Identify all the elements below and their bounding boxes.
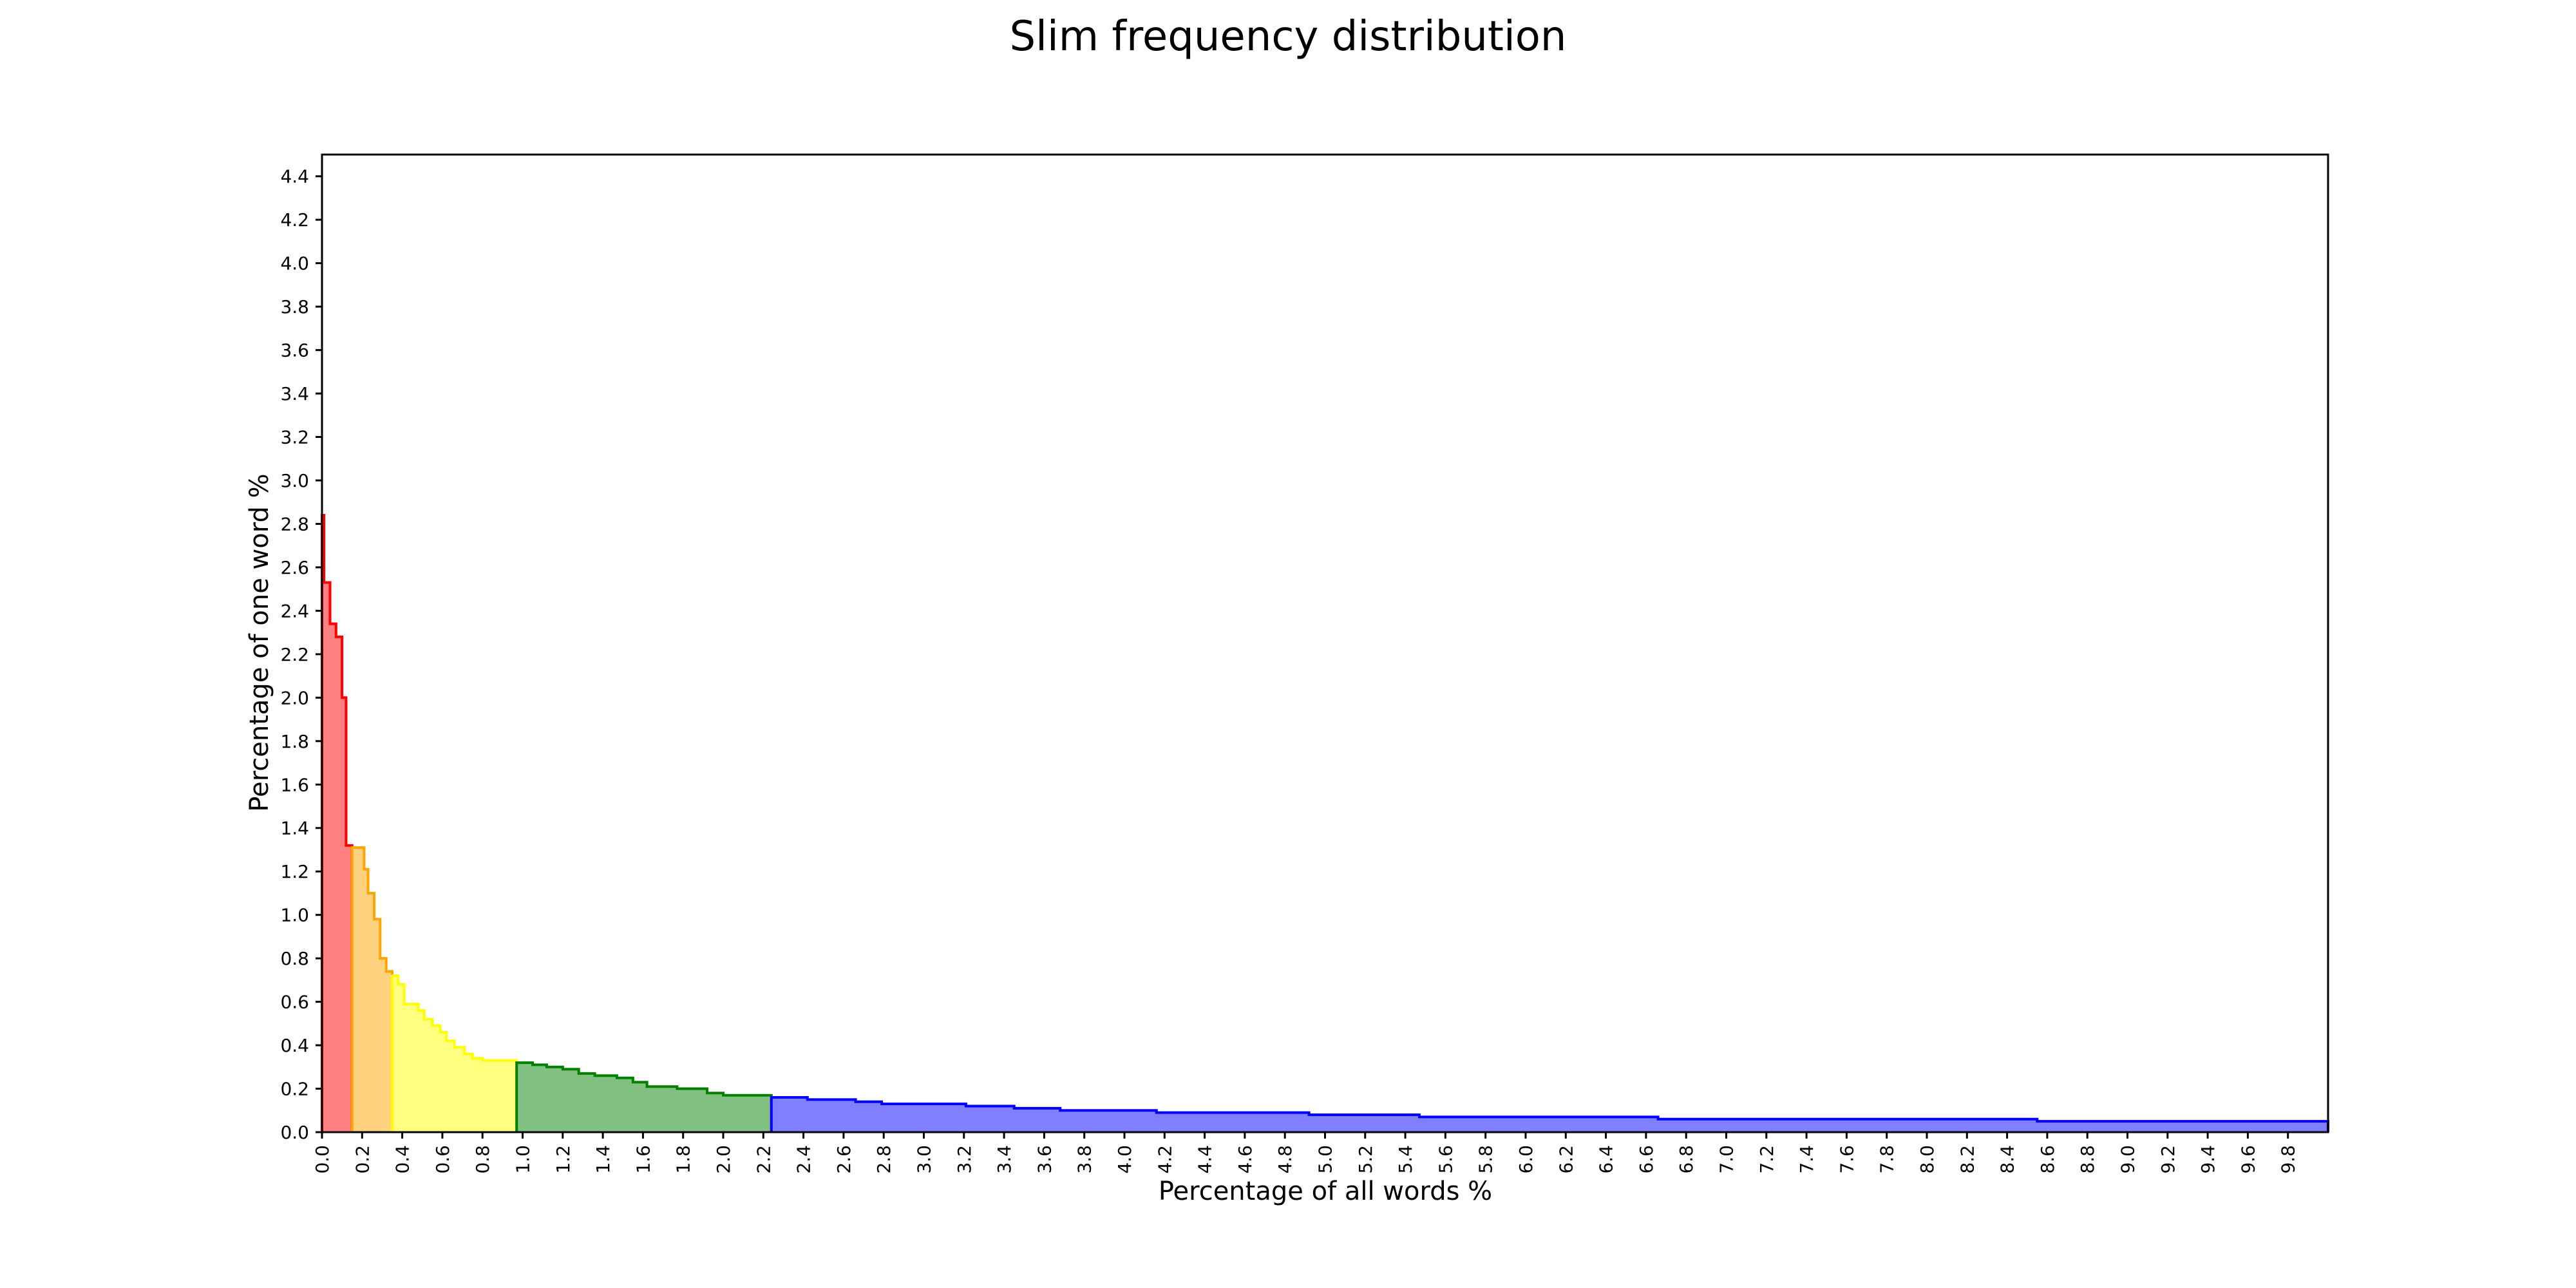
x-tick-label: 0.2 — [352, 1145, 373, 1174]
x-tick-label: 6.4 — [1596, 1145, 1617, 1174]
y-tick-label: 3.2 — [280, 427, 309, 448]
x-tick-label: 8.4 — [1997, 1145, 2018, 1174]
x-tick-label: 9.4 — [2197, 1145, 2219, 1174]
y-tick-label: 2.4 — [280, 600, 309, 621]
x-tick-label: 0.0 — [312, 1145, 333, 1174]
x-tick-label: 2.0 — [713, 1145, 734, 1174]
x-tick-label: 5.4 — [1395, 1145, 1416, 1174]
x-tick-label: 4.2 — [1154, 1145, 1175, 1174]
x-tick-label: 5.0 — [1315, 1145, 1336, 1174]
x-tick-label: 2.8 — [873, 1145, 895, 1174]
x-tick-label: 0.4 — [392, 1145, 413, 1174]
x-tick-label: 8.0 — [1917, 1145, 1938, 1174]
y-tick-label: 0.0 — [280, 1122, 309, 1143]
x-tick-label: 7.2 — [1756, 1145, 1777, 1174]
x-tick-label: 5.6 — [1435, 1145, 1456, 1174]
x-tick-label: 3.6 — [1034, 1145, 1055, 1174]
x-tick-label: 3.2 — [954, 1145, 975, 1174]
series-3-area — [516, 1063, 772, 1132]
x-tick-label: 1.0 — [513, 1145, 534, 1174]
chart-title: Slim frequency distribution — [1010, 13, 1567, 61]
y-tick-label: 0.8 — [280, 948, 309, 969]
x-tick-label: 4.8 — [1274, 1145, 1296, 1174]
x-tick-label: 1.2 — [553, 1145, 574, 1174]
y-tick-label: 4.4 — [280, 166, 309, 187]
x-tick-label: 7.0 — [1716, 1145, 1738, 1174]
y-tick-label: 2.0 — [280, 687, 309, 708]
x-axis-ticks: 0.0 0.2 0.4 0.6 0.8 1.0 1.2 1.4 1.6 1.8 2.0 2.2 2.4 2… — [312, 1132, 2299, 1174]
series-1-step-line — [350, 846, 393, 1132]
y-tick-label: 0.2 — [280, 1079, 309, 1100]
x-tick-label: 8.2 — [1956, 1145, 1978, 1174]
x-tick-label: 6.0 — [1515, 1145, 1537, 1174]
x-tick-label: 1.8 — [673, 1145, 694, 1174]
x-tick-label: 4.4 — [1195, 1145, 1216, 1174]
y-tick-label: 1.4 — [280, 818, 309, 839]
x-tick-label: 0.8 — [472, 1145, 493, 1174]
plot-frame — [321, 153, 2329, 1133]
y-axis-ticks: 0.0 0.2 0.4 0.6 0.8 1.0 1.2 1.4 1.6 1.8 2.0 2.2 2.4 2… — [280, 166, 322, 1143]
series-2-step-line — [391, 974, 518, 1132]
y-tick-label: 2.6 — [280, 557, 309, 578]
y-tick-label: 3.4 — [280, 383, 309, 404]
y-tick-label: 0.6 — [280, 992, 309, 1013]
x-tick-label: 9.0 — [2117, 1145, 2139, 1174]
y-tick-label: 1.8 — [280, 731, 309, 752]
x-tick-label: 7.4 — [1796, 1145, 1817, 1174]
series-steps-group — [321, 514, 2329, 1132]
x-tick-label: 1.4 — [592, 1145, 614, 1174]
series-3-step-line — [515, 1061, 773, 1132]
y-tick-label: 0.4 — [280, 1035, 309, 1056]
x-axis-label: Percentage of all words % — [1159, 1177, 1492, 1206]
y-tick-label: 1.0 — [280, 905, 309, 926]
y-tick-label: 4.2 — [280, 209, 309, 231]
x-tick-label: 6.2 — [1555, 1145, 1577, 1174]
x-tick-label: 5.8 — [1475, 1145, 1497, 1174]
y-tick-label: 1.2 — [280, 861, 309, 882]
x-tick-label: 2.4 — [793, 1145, 815, 1174]
x-tick-label: 7.8 — [1877, 1145, 1898, 1174]
y-tick-label: 4.0 — [280, 253, 309, 274]
x-tick-label: 2.2 — [753, 1145, 774, 1174]
y-tick-label: 3.8 — [280, 296, 309, 317]
y-tick-label: 1.6 — [280, 774, 309, 795]
y-tick-label: 3.0 — [280, 470, 309, 491]
x-tick-label: 9.2 — [2157, 1145, 2179, 1174]
x-tick-label: 4.0 — [1114, 1145, 1135, 1174]
x-tick-label: 7.6 — [1836, 1145, 1857, 1174]
y-axis-label: Percentage of one word % — [245, 473, 274, 811]
x-tick-label: 4.6 — [1235, 1145, 1256, 1174]
x-tick-label: 6.6 — [1636, 1145, 1657, 1174]
series-4-step-line — [770, 1096, 2329, 1132]
x-tick-label: 5.2 — [1355, 1145, 1376, 1174]
x-tick-label: 2.6 — [833, 1145, 855, 1174]
series-1-area — [352, 848, 392, 1132]
y-tick-label: 2.2 — [280, 644, 309, 665]
x-tick-label: 3.4 — [994, 1145, 1015, 1174]
x-tick-label: 3.8 — [1074, 1145, 1095, 1174]
y-tick-label: 3.6 — [280, 340, 309, 361]
x-tick-label: 9.8 — [2278, 1145, 2299, 1174]
x-tick-label: 0.6 — [432, 1145, 453, 1174]
series-2-area — [392, 976, 517, 1132]
x-tick-label: 1.6 — [632, 1145, 654, 1174]
y-tick-label: 2.8 — [280, 513, 309, 535]
x-tick-label: 6.8 — [1676, 1145, 1697, 1174]
series-0-area — [322, 515, 352, 1132]
x-tick-label: 8.6 — [2037, 1145, 2058, 1174]
series-4-area — [771, 1097, 2328, 1132]
x-tick-label: 9.6 — [2237, 1145, 2259, 1174]
x-tick-label: 3.0 — [914, 1145, 935, 1174]
x-tick-label: 8.8 — [2077, 1145, 2098, 1174]
series-0-step-line — [321, 514, 354, 1132]
